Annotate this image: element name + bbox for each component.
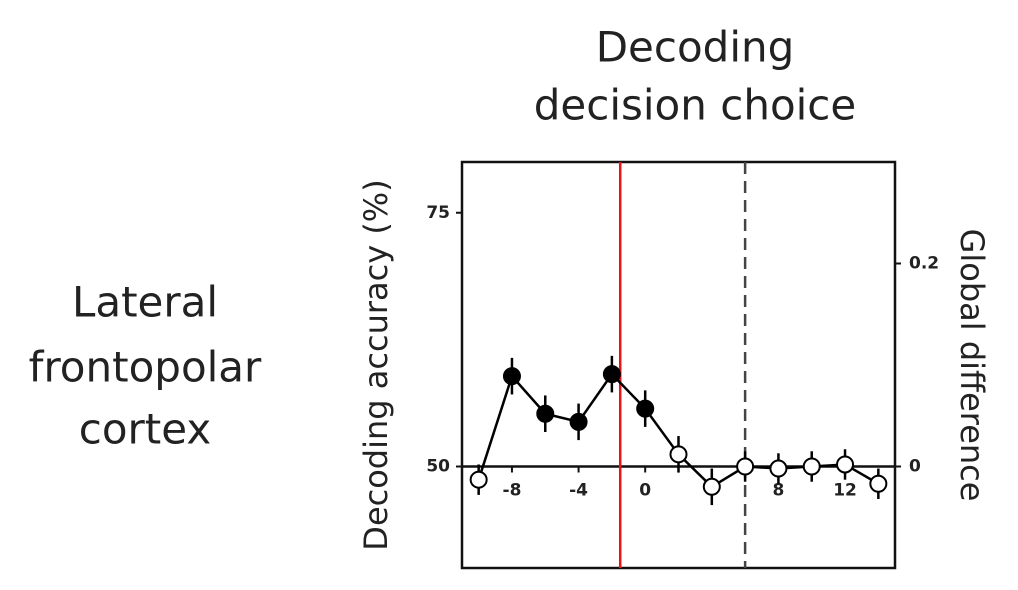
- data-point: [836, 455, 855, 474]
- data-point: [502, 367, 521, 386]
- data-point: [736, 457, 755, 476]
- data-point: [636, 399, 655, 418]
- data-point: [702, 477, 721, 496]
- data-point: [569, 412, 588, 431]
- x-tick-label: -4: [569, 481, 588, 501]
- data-point: [869, 474, 888, 493]
- data-point: [802, 457, 821, 476]
- chart-title: decision choice: [534, 81, 857, 130]
- data-point: [536, 404, 555, 423]
- y2-tick-label: 0: [909, 457, 921, 477]
- chart-title: Decoding: [596, 23, 795, 72]
- y-tick-label: 75: [426, 203, 450, 223]
- row-label: Lateral: [72, 278, 218, 327]
- plot-frame: [460, 160, 897, 570]
- x-tick-label: 0: [639, 481, 651, 501]
- row-label: cortex: [79, 405, 211, 454]
- data-point: [469, 470, 488, 489]
- y2-axis-label: Global difference: [953, 229, 991, 502]
- y-axis-label: Decoding accuracy (%): [357, 179, 395, 550]
- y2-tick-label: 0.2: [909, 254, 939, 274]
- y-tick-label: 50: [426, 457, 450, 477]
- x-tick-label: 8: [773, 481, 785, 501]
- row-label: frontopolar: [29, 343, 262, 392]
- data-point: [669, 445, 688, 464]
- x-tick-label: 12: [833, 481, 857, 501]
- x-tick-label: -8: [503, 481, 522, 501]
- data-point: [769, 459, 788, 478]
- data-point: [602, 365, 621, 384]
